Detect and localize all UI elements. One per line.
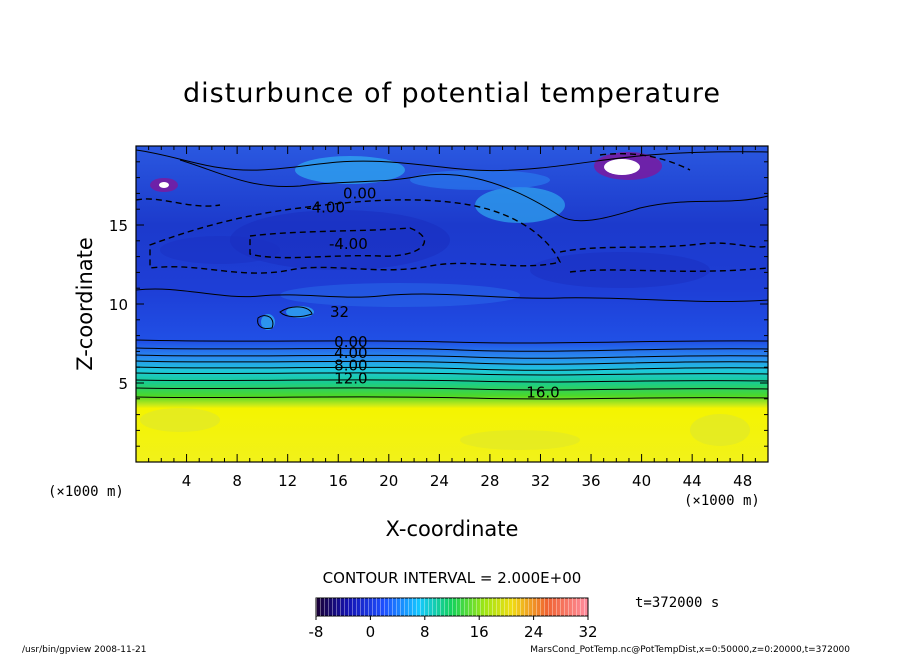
- x-tick-label: 20: [379, 472, 398, 490]
- negative-contours: [136, 152, 768, 274]
- y-tick-label: 5: [118, 375, 128, 393]
- contour-label: 8.00: [334, 357, 367, 375]
- colorbar-tick-label: 16: [470, 623, 489, 641]
- contour-label: 32: [330, 303, 349, 321]
- contour-label: 0.00: [343, 184, 376, 202]
- time-label: t=372000 s: [635, 595, 719, 611]
- y-axis-label: Z-coordinate: [73, 237, 97, 371]
- field-shading: [136, 146, 768, 462]
- plot-area: [136, 146, 768, 462]
- contour-label: 16.0: [526, 383, 559, 401]
- footer-left: /usr/bin/gpview 2008-11-21: [22, 645, 146, 654]
- contour-label: 12.0: [334, 369, 367, 387]
- x-unit-left: (×1000 m): [48, 484, 124, 500]
- x-tick-label: 40: [632, 472, 651, 490]
- x-tick-label: 36: [581, 472, 600, 490]
- contour-label: 4.00: [334, 344, 367, 362]
- x-tick-label: 8: [232, 472, 242, 490]
- colorbar-stripes: [316, 598, 588, 616]
- x-tick-label: 48: [733, 472, 752, 490]
- footer-right: MarsCond_PotTemp.nc@PotTempDist,x=0:5000…: [530, 645, 850, 654]
- x-unit-right: (×1000 m): [684, 493, 760, 509]
- colorbar-tick-label: 0: [366, 623, 376, 641]
- colorbar-tick-label: 8: [420, 623, 430, 641]
- x-tick-label: 16: [329, 472, 348, 490]
- x-tick-label: 12: [278, 472, 297, 490]
- colorbar-tick-label: 32: [578, 623, 597, 641]
- colorbar-tick-label: -8: [309, 623, 324, 641]
- contour-label: 0.00: [334, 333, 367, 351]
- colorbar-ticks: -8 0 8 16 24 32: [309, 616, 598, 641]
- x-tick-label: 24: [430, 472, 449, 490]
- x-axis-label: X-coordinate: [386, 517, 519, 541]
- x-tick-label: 28: [480, 472, 499, 490]
- x-axis: 4 8 12 16 20 24 28 32 36 40 44 48: [148, 146, 756, 490]
- y-tick-label: 10: [109, 296, 128, 314]
- contour-label: -4.00: [306, 199, 345, 217]
- contour-label: -4.00: [329, 235, 368, 253]
- contour-interval: CONTOUR INTERVAL = 2.000E+00: [323, 569, 582, 587]
- x-tick-label: 4: [182, 472, 192, 490]
- contour-lines: [136, 149, 768, 400]
- colorbar-tick-label: 24: [524, 623, 543, 641]
- x-tick-label: 32: [531, 472, 550, 490]
- y-axis: 5 10 15: [109, 161, 768, 447]
- x-tick-label: 44: [683, 472, 702, 490]
- y-tick-label: 15: [109, 217, 128, 235]
- chart-title: disturbunce of potential temperature: [183, 78, 721, 109]
